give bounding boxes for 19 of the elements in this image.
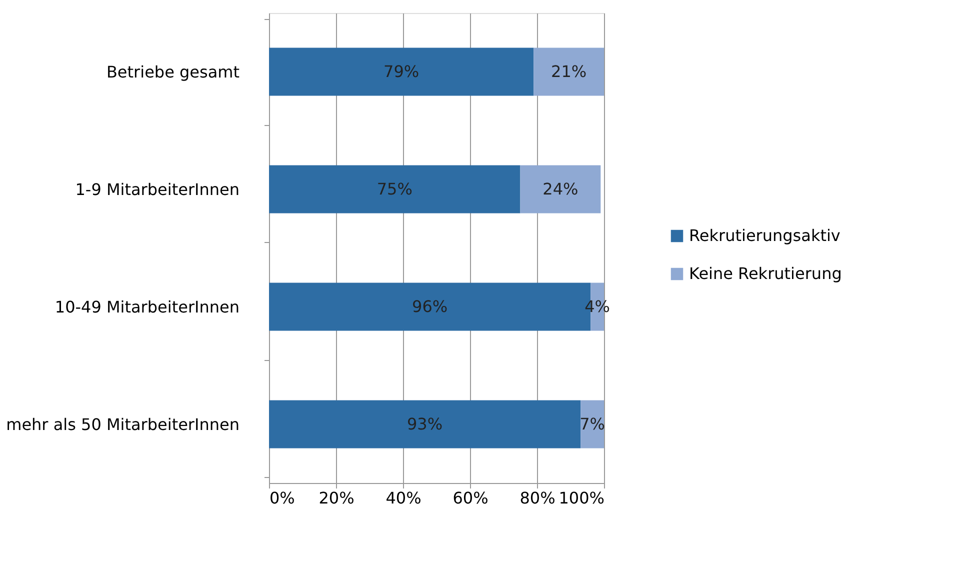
y-tick-label: mehr als 50 MitarbeiterInnen xyxy=(6,414,240,434)
text: 21% xyxy=(551,62,587,81)
x-tick-label: 100% xyxy=(558,488,604,508)
y-tick-label: 10-49 MitarbeiterInnen xyxy=(54,297,240,316)
x-tick-label: 20% xyxy=(318,488,354,508)
text: 75% xyxy=(376,179,412,198)
text: 93% xyxy=(406,414,443,434)
text: 96% xyxy=(412,296,448,316)
legend-label: Rekrutierungsaktiv xyxy=(689,226,840,245)
x-tick-label: 0% xyxy=(270,488,295,508)
y-tick-label: 1-9 MitarbeiterInnen xyxy=(75,180,240,199)
x-tick-label: 40% xyxy=(386,488,422,508)
legend-label: Keine Rekrutierung xyxy=(689,264,842,283)
x-tick-label: 80% xyxy=(520,488,556,508)
y-tick-label: Betriebe gesamt xyxy=(106,62,240,82)
x-tick-label: 60% xyxy=(452,488,488,508)
text: 24% xyxy=(542,179,578,198)
text: 7% xyxy=(580,414,605,434)
text: 79% xyxy=(384,62,420,81)
